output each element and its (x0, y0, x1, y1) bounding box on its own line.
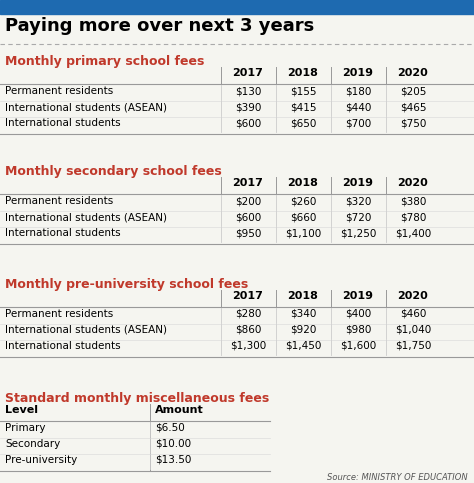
Text: Primary: Primary (5, 423, 46, 433)
Text: $130: $130 (235, 86, 261, 96)
Text: 2017: 2017 (233, 291, 264, 301)
Text: $1,100: $1,100 (285, 228, 321, 238)
Text: International students (ASEAN): International students (ASEAN) (5, 212, 167, 222)
Text: $1,400: $1,400 (395, 228, 431, 238)
Text: Permanent residents: Permanent residents (5, 196, 113, 206)
Text: $920: $920 (290, 325, 316, 335)
Text: $155: $155 (290, 86, 316, 96)
Text: $650: $650 (290, 118, 316, 128)
Text: International students (ASEAN): International students (ASEAN) (5, 102, 167, 112)
Text: $1,750: $1,750 (395, 341, 431, 351)
Text: $780: $780 (400, 212, 426, 222)
Text: $700: $700 (345, 118, 371, 128)
Text: 2018: 2018 (288, 291, 319, 301)
Text: 2020: 2020 (398, 68, 428, 78)
Text: 2017: 2017 (233, 68, 264, 78)
Text: $460: $460 (400, 309, 426, 319)
Text: $400: $400 (345, 309, 371, 319)
Text: Source: MINISTRY OF EDUCATION
STRAITS TIMES GRAPHICS: Source: MINISTRY OF EDUCATION STRAITS TI… (328, 473, 468, 483)
Text: Amount: Amount (155, 405, 204, 415)
Text: International students: International students (5, 118, 120, 128)
Text: $205: $205 (400, 86, 426, 96)
Text: Monthly primary school fees: Monthly primary school fees (5, 55, 204, 68)
Text: $380: $380 (400, 196, 426, 206)
Text: $980: $980 (345, 325, 371, 335)
Text: $950: $950 (235, 228, 261, 238)
Text: 2019: 2019 (343, 178, 374, 188)
Text: $750: $750 (400, 118, 426, 128)
Text: Paying more over next 3 years: Paying more over next 3 years (5, 17, 314, 35)
Text: International students: International students (5, 228, 120, 238)
Text: $465: $465 (400, 102, 426, 112)
Text: 2020: 2020 (398, 291, 428, 301)
Text: $600: $600 (235, 118, 261, 128)
Text: $13.50: $13.50 (155, 455, 191, 465)
Text: 2019: 2019 (343, 68, 374, 78)
Text: $600: $600 (235, 212, 261, 222)
Text: $440: $440 (345, 102, 371, 112)
Text: 2017: 2017 (233, 178, 264, 188)
Text: 2018: 2018 (288, 68, 319, 78)
Text: $1,040: $1,040 (395, 325, 431, 335)
Text: $1,450: $1,450 (285, 341, 321, 351)
Text: $6.50: $6.50 (155, 423, 185, 433)
Text: $200: $200 (235, 196, 261, 206)
Text: Secondary: Secondary (5, 439, 60, 449)
Text: Permanent residents: Permanent residents (5, 86, 113, 96)
Text: International students: International students (5, 341, 120, 351)
Text: $660: $660 (290, 212, 316, 222)
Text: $1,300: $1,300 (230, 341, 266, 351)
Text: International students (ASEAN): International students (ASEAN) (5, 325, 167, 335)
Text: $860: $860 (235, 325, 261, 335)
Text: Permanent residents: Permanent residents (5, 309, 113, 319)
Text: $390: $390 (235, 102, 261, 112)
Text: 2020: 2020 (398, 178, 428, 188)
Text: 2018: 2018 (288, 178, 319, 188)
Text: $415: $415 (290, 102, 316, 112)
Text: $320: $320 (345, 196, 371, 206)
Text: $180: $180 (345, 86, 371, 96)
Text: 2019: 2019 (343, 291, 374, 301)
Text: $260: $260 (290, 196, 316, 206)
Text: Pre-university: Pre-university (5, 455, 77, 465)
Text: $720: $720 (345, 212, 371, 222)
Text: Level: Level (5, 405, 38, 415)
Text: $1,250: $1,250 (340, 228, 376, 238)
Text: Monthly pre-university school fees: Monthly pre-university school fees (5, 278, 248, 291)
Text: Standard monthly miscellaneous fees: Standard monthly miscellaneous fees (5, 392, 269, 405)
Text: $1,600: $1,600 (340, 341, 376, 351)
Bar (0, 0, 474, 14)
Text: $280: $280 (235, 309, 261, 319)
Text: $10.00: $10.00 (155, 439, 191, 449)
Text: Monthly secondary school fees: Monthly secondary school fees (5, 165, 222, 178)
Text: $340: $340 (290, 309, 316, 319)
